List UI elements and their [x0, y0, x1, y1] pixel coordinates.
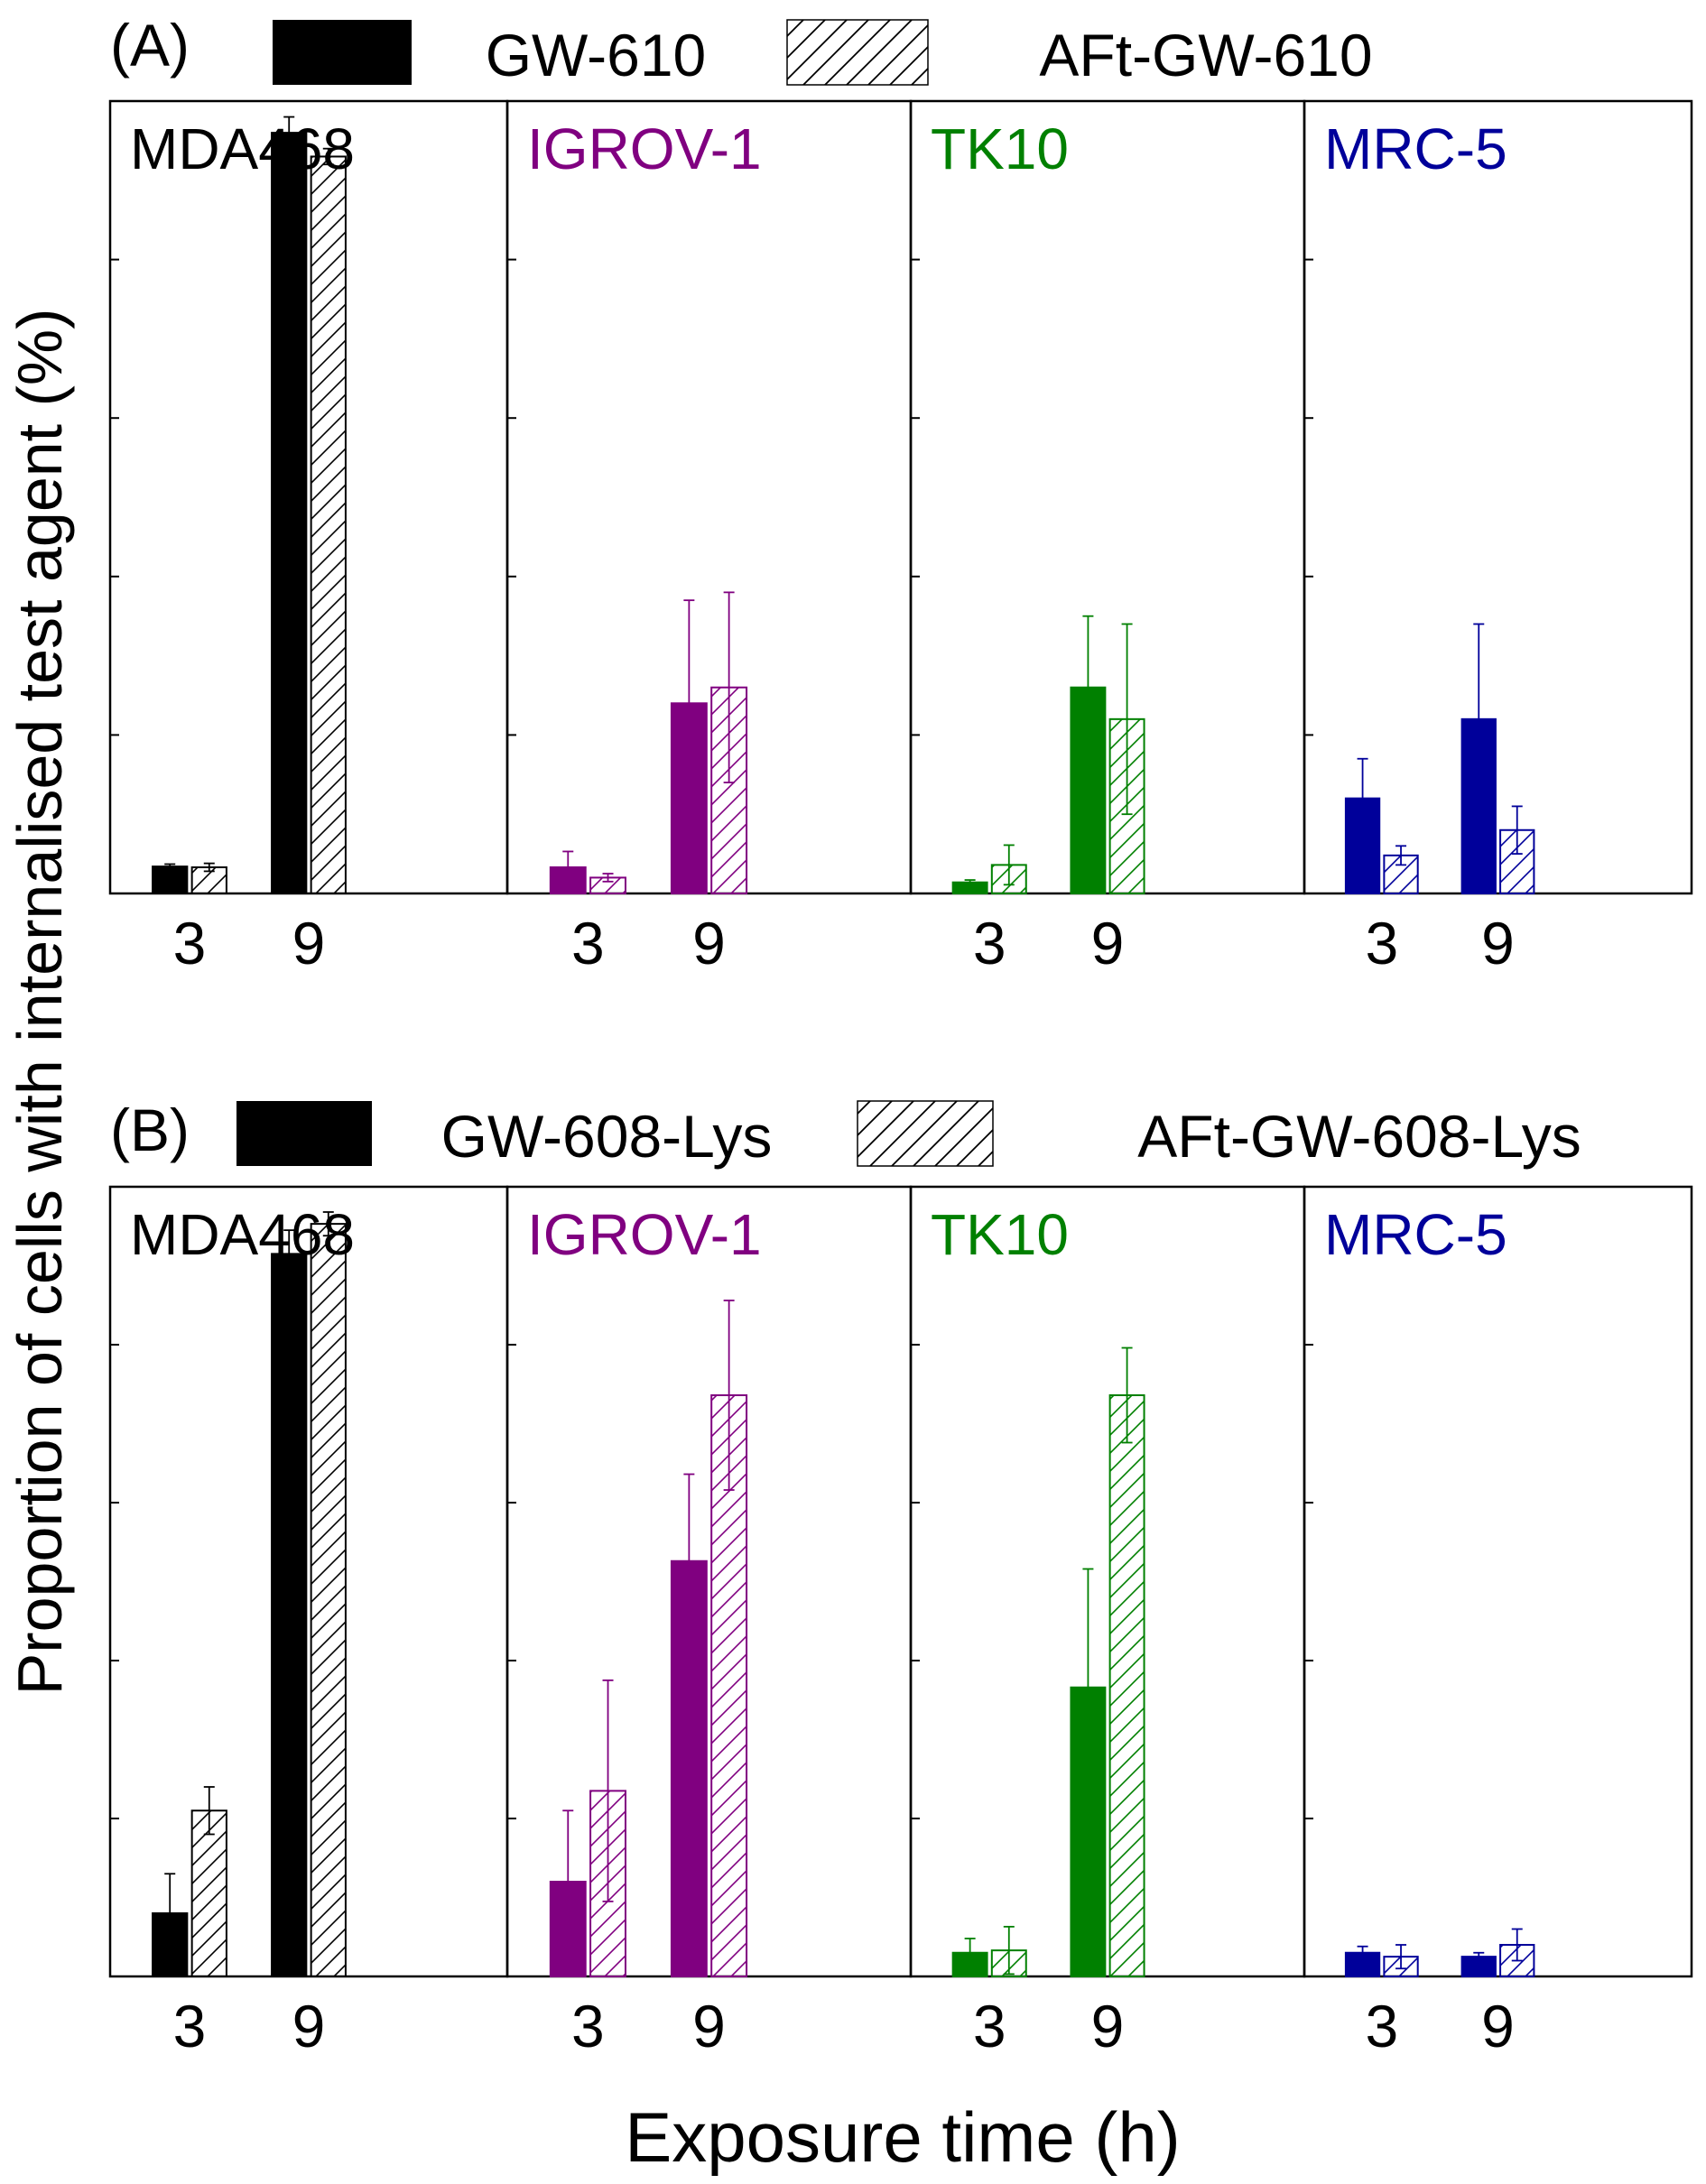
subplot-frame [108, 1185, 509, 1978]
error-bar [1511, 1928, 1523, 1962]
error-bar [1395, 845, 1407, 866]
x-tick-label: 3 [973, 1993, 1006, 2059]
subplot-frame [505, 99, 913, 895]
error-bar [1121, 623, 1133, 816]
error-bar [203, 1786, 215, 1836]
x-tick-label: 3 [173, 910, 207, 976]
panel-label: (A) [110, 12, 190, 79]
legend-label-gw-608-lys: GW-608-Lys [441, 1103, 773, 1170]
error-bar [683, 599, 695, 808]
subplot-frame [1303, 1185, 1693, 1978]
x-tick-label: 3 [1365, 910, 1398, 976]
error-bar [723, 591, 735, 783]
x-tick-label: 9 [1091, 910, 1125, 976]
error-bar [322, 1211, 334, 1237]
cell-line-label: IGROV-1 [527, 116, 762, 181]
y-axis-label: Proportion of cells with internalised te… [5, 309, 75, 1696]
x-axis-label: Exposure time (h) [625, 2097, 1181, 2177]
x-tick-label: 3 [571, 910, 605, 976]
subplot-tk10: TK10 3 9 [909, 99, 1306, 976]
error-bar [723, 1300, 735, 1491]
cell-line-label: IGROV-1 [527, 1202, 762, 1267]
error-bar [1357, 757, 1368, 839]
x-tick-label: 3 [1365, 1993, 1398, 2059]
error-bar [1082, 615, 1094, 760]
error-bar [1511, 805, 1523, 855]
error-bar [1357, 1945, 1368, 1960]
bar-gw-608-lys-9h [271, 1253, 308, 1977]
subplot-frame [909, 1185, 1306, 1978]
error-bar [1473, 623, 1485, 816]
x-tick-label: 3 [571, 1993, 605, 2059]
error-bar [164, 1873, 176, 1954]
legend-swatch-hatched [857, 1100, 994, 1167]
error-bar [602, 1679, 614, 1902]
error-bar [203, 862, 215, 873]
subplot-tk10: TK10 3 9 [909, 1185, 1306, 2059]
x-tick-label: 9 [692, 1993, 726, 2059]
error-bar [562, 1809, 574, 1954]
subplot-frame [108, 99, 509, 895]
error-bar [562, 850, 574, 884]
error-bar [1003, 1925, 1015, 1976]
error-bar [1395, 1944, 1407, 1970]
error-bar [1003, 844, 1015, 886]
bar-gw-610-3h [1344, 797, 1381, 895]
subplot-igrov-1: IGROV-1 3 9 [505, 1185, 913, 2059]
x-tick-label: 9 [292, 1993, 326, 2059]
legend-swatch-hatched [786, 19, 929, 86]
legend-swatch-solid [236, 1101, 372, 1166]
x-tick-label: 9 [1481, 1993, 1515, 2059]
legend-label-aft-gw-610: AFt-GW-610 [1039, 22, 1372, 88]
error-bar [602, 873, 614, 883]
subplot-igrov-1: IGROV-1 3 9 [505, 99, 913, 976]
error-bar [964, 1938, 976, 1968]
subplot-mrc-5: MRC-5 3 9 [1303, 99, 1693, 976]
subplot-frame [909, 99, 1306, 895]
panel-label: (B) [110, 1097, 190, 1163]
bar-gw-610-9h [271, 132, 308, 894]
bar-aft-gw-608-lys-3h [190, 1809, 227, 1977]
subplot-frame [1303, 99, 1693, 895]
error-bar [322, 147, 334, 166]
legend-label-gw-610: GW-610 [486, 22, 707, 88]
error-bar [283, 116, 295, 150]
error-bar [283, 1229, 295, 1279]
bar-gw-610-3h [152, 865, 189, 895]
x-tick-label: 9 [1091, 1993, 1125, 2059]
bar-aft-gw-608-lys-9h [1108, 1394, 1145, 1977]
cell-line-label: TK10 [931, 1202, 1069, 1267]
cell-line-label: MRC-5 [1324, 1202, 1507, 1267]
error-bar [1121, 1346, 1133, 1444]
legend-label-aft-gw-608-lys: AFt-GW-608-Lys [1137, 1103, 1581, 1170]
error-bar [964, 879, 976, 886]
error-bar [164, 863, 176, 870]
error-bar [683, 1473, 695, 1649]
legend-swatch-solid [273, 20, 412, 85]
error-bar [1473, 1951, 1485, 1962]
x-tick-label: 9 [1481, 910, 1515, 976]
subplot-mrc-5: MRC-5 3 9 [1303, 1185, 1693, 2059]
x-tick-label: 9 [292, 910, 326, 976]
error-bar [1082, 1568, 1094, 1807]
bar-aft-gw-608-lys-9h [310, 1223, 347, 1977]
x-tick-label: 3 [173, 1993, 207, 2059]
cell-line-label: TK10 [931, 116, 1069, 181]
x-tick-label: 3 [973, 910, 1006, 976]
x-tick-label: 9 [692, 910, 726, 976]
cell-line-label: MRC-5 [1324, 116, 1507, 181]
bar-aft-gw-610-9h [310, 155, 347, 894]
